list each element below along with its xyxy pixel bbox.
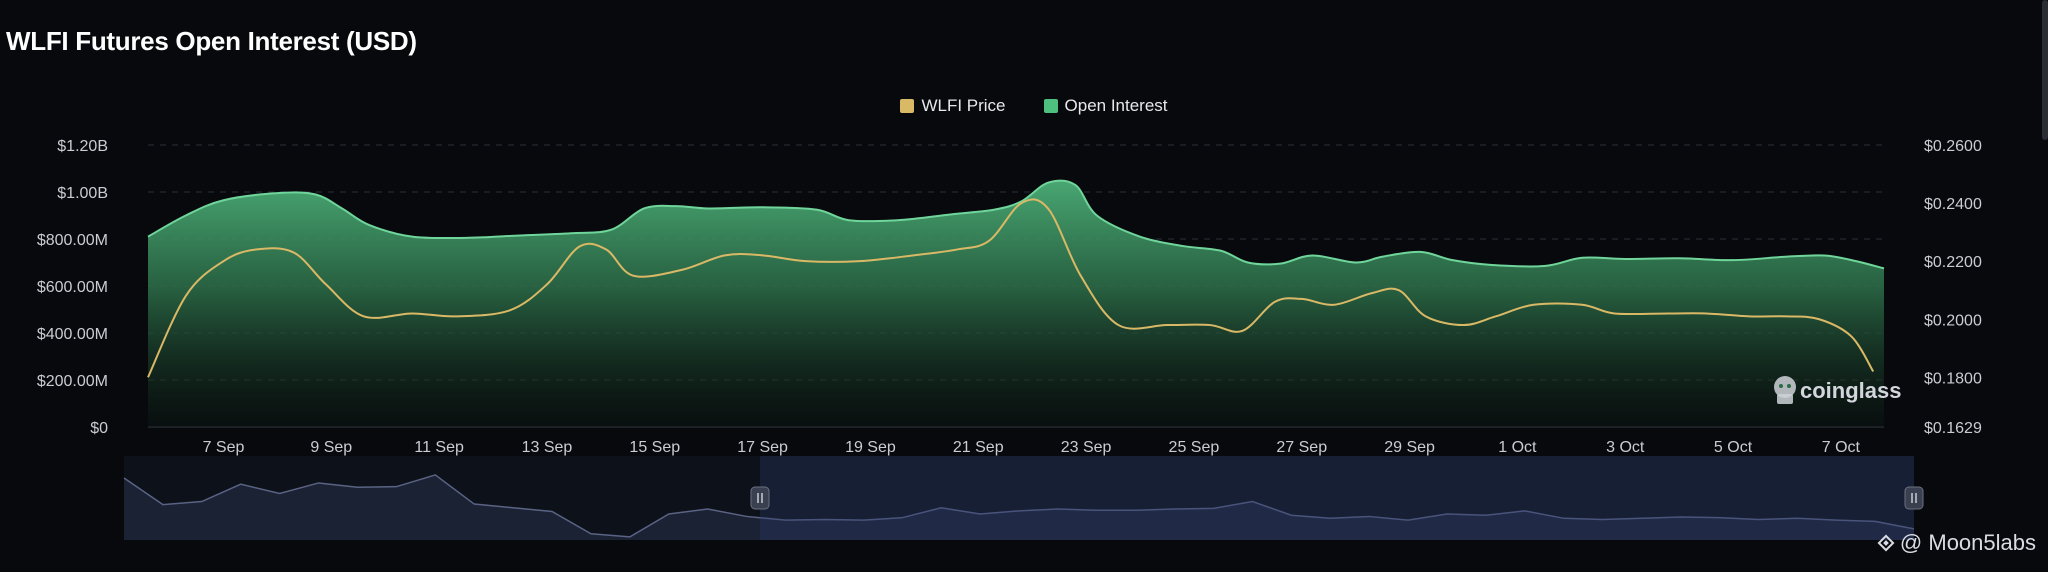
- chart-legend: WLFI Price Open Interest: [0, 96, 2048, 116]
- chart-title: WLFI Futures Open Interest (USD): [6, 26, 417, 56]
- left-tick-label: $600.00M: [37, 279, 108, 296]
- legend-swatch-open-interest: [1043, 99, 1058, 113]
- legend-label-open-interest: Open Interest: [1064, 96, 1168, 115]
- handle-body: [1904, 486, 1924, 510]
- handle-body: [750, 486, 770, 510]
- x-tick-label: 1 Oct: [1498, 439, 1537, 456]
- x-tick-label: 17 Sep: [737, 439, 788, 456]
- coinglass-text: coinglass: [1800, 378, 1901, 403]
- open-interest-area: [148, 180, 1884, 427]
- x-tick-label: 25 Sep: [1169, 439, 1220, 456]
- x-tick-label: 19 Sep: [845, 439, 896, 456]
- price-line: [147, 198, 1875, 378]
- open-interest-layer: [147, 179, 1885, 427]
- legend-label-price: WLFI Price: [921, 96, 1006, 115]
- coinglass-watermark: coinglass: [1774, 376, 1901, 404]
- x-tick-label: 7 Sep: [203, 439, 245, 456]
- right-tick-label: $0.1800: [1924, 370, 1982, 387]
- right-tick-label: $0.2400: [1924, 196, 1982, 213]
- x-tick-label: 27 Sep: [1276, 439, 1327, 456]
- x-tick-label: 11 Sep: [414, 439, 464, 456]
- x-tick-label: 5 Oct: [1714, 439, 1753, 456]
- x-tick-label: 7 Oct: [1822, 439, 1861, 456]
- x-tick-label: 3 Oct: [1606, 439, 1645, 456]
- price-layer: [147, 198, 1875, 378]
- x-tick-label: 13 Sep: [522, 439, 573, 456]
- binance-square-icon: [1876, 533, 1896, 553]
- legend-item-open-interest[interactable]: Open Interest: [1024, 96, 1168, 116]
- x-tick-label: 15 Sep: [629, 439, 680, 456]
- left-tick-label: $200.00M: [37, 373, 108, 390]
- x-tick-label: 29 Sep: [1384, 439, 1435, 456]
- navigator-selection: [760, 456, 1914, 540]
- right-tick-label: $0.1629: [1924, 420, 1982, 437]
- credit: @ Moon5labs: [1876, 530, 2036, 556]
- right-axis: $0.1629 $0.1800 $0.2000 $0.2200 $0.2400 $0.26…: [1924, 138, 1982, 437]
- left-axis: $0 $200.00M $400.00M $600.00M $800.00M $1.00B…: [37, 138, 108, 437]
- right-tick-label: $0.2200: [1924, 254, 1982, 271]
- page-scrollbar[interactable]: [2042, 0, 2048, 140]
- left-tick-label: $800.00M: [37, 232, 108, 249]
- x-axis: 7 Sep 9 Sep 11 Sep 13 Sep 15 Sep 17 Sep 19 Sep…: [203, 439, 1861, 456]
- coinglass-logo-icon: [1774, 376, 1796, 404]
- legend-item-price[interactable]: WLFI Price: [880, 96, 1006, 116]
- open-interest-line: [147, 179, 1885, 270]
- x-tick-label: 9 Sep: [310, 439, 352, 456]
- credit-text: @ Moon5labs: [1899, 530, 2036, 555]
- navigator-area: [124, 474, 1914, 540]
- x-tick-label: 23 Sep: [1061, 439, 1112, 456]
- legend-swatch-price: [900, 99, 915, 113]
- navigator-handle-right[interactable]: [1904, 486, 1924, 510]
- navigator[interactable]: [123, 456, 1924, 540]
- right-tick-label: $0.2600: [1924, 138, 1982, 155]
- navigator-line: [123, 474, 1915, 538]
- left-tick-label: $0: [90, 420, 108, 437]
- x-tick-label: 21 Sep: [953, 439, 1004, 456]
- left-tick-label: $400.00M: [37, 326, 108, 343]
- navigator-handle-left[interactable]: [750, 486, 770, 510]
- right-tick-label: $0.2000: [1924, 312, 1982, 329]
- left-tick-label: $1.20B: [57, 138, 108, 155]
- left-tick-label: $1.00B: [57, 185, 108, 202]
